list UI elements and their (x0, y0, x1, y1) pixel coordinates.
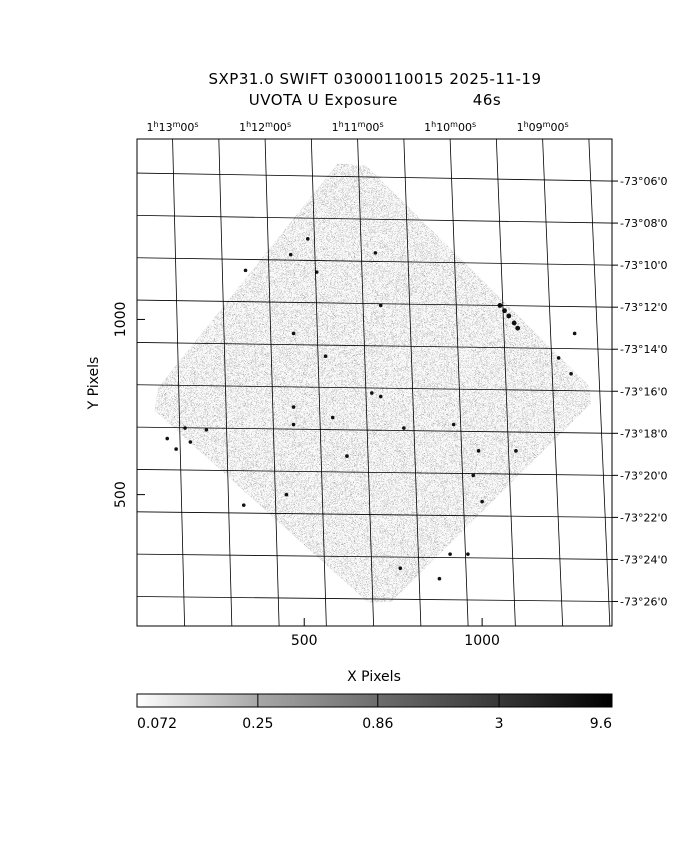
source-marker (330, 415, 335, 420)
ra-grid-line (264, 139, 280, 626)
dec-label: -73°22'0 (620, 511, 668, 524)
source-marker (345, 454, 349, 458)
source-marker (165, 436, 170, 441)
colorbar-tick-label: 0.86 (362, 716, 393, 732)
source-marker (448, 552, 452, 556)
ra-label: 1h09m00s (517, 120, 569, 135)
source-marker (323, 354, 328, 359)
source-marker (204, 427, 209, 432)
y-tick-label: 500 (113, 481, 129, 508)
source-marker (480, 499, 484, 504)
dec-label: -73°18'0 (620, 427, 668, 440)
dec-label: -73°10'0 (620, 259, 668, 272)
dec-label: -73°20'0 (620, 469, 668, 482)
source-marker (174, 447, 178, 451)
source-marker (291, 422, 296, 427)
ra-grid-line (495, 139, 516, 626)
ra-grid-line (310, 139, 327, 626)
source-marker (451, 422, 456, 427)
x-tick-label: 1000 (464, 633, 500, 649)
colorbar-gradient (136, 693, 613, 708)
source-marker (572, 331, 577, 336)
exposure-footprint (154, 163, 591, 603)
dec-label: -73°08'0 (620, 217, 668, 230)
colorbar-tick-label: 0.072 (137, 716, 177, 732)
chart-title: SXP31.0 SWIFT 03000110015 2025-11-19 (208, 70, 542, 88)
dec-label: -73°16'0 (620, 385, 668, 398)
source-marker (305, 237, 310, 241)
source-marker (466, 552, 470, 556)
y-axis-label: Y Pixels (86, 357, 102, 411)
ra-label: 1h11m00s (332, 120, 384, 135)
x-axis-label: X Pixels (347, 669, 401, 685)
dec-grid-line (137, 553, 612, 560)
exposure-value: 46s (472, 91, 502, 109)
colorbar-tick-label: 3 (495, 716, 504, 732)
plot-frame (136, 138, 613, 627)
dec-label: -73°12'0 (620, 301, 668, 314)
ra-label: 1h13m00s (147, 120, 199, 135)
dec-label: -73°24'0 (620, 553, 668, 566)
ra-label: 1h12m00s (239, 120, 291, 135)
dec-grid-line (137, 342, 612, 350)
source-marker (515, 325, 521, 331)
source-marker (569, 371, 573, 376)
source-marker (284, 492, 289, 497)
source-marker (188, 440, 193, 444)
source-marker (514, 449, 518, 453)
source-marker (291, 331, 296, 336)
dec-grid-line (137, 426, 612, 434)
footprint-noise (154, 163, 591, 603)
dec-grid-line (137, 511, 612, 518)
source-marker (471, 473, 476, 478)
dec-grid-line (137, 469, 612, 476)
ra-grid-line (357, 139, 374, 626)
source-marker (378, 303, 383, 308)
ra-grid-line (218, 139, 233, 626)
axes: 500 1000 500 1000 1h13m00s 1h12m00s 1h11m00s 1h… (113, 120, 668, 650)
source-marker (556, 356, 561, 360)
ra-grid-line (172, 139, 185, 626)
dec-label: -73°06'0 (620, 175, 668, 188)
subtitle-label: UVOTA U Exposure (248, 91, 398, 109)
ra-grid-line (403, 139, 422, 626)
dec-grid-line (137, 257, 612, 266)
source-marker (241, 503, 246, 507)
source-marker (437, 576, 442, 581)
source-marker (243, 268, 248, 273)
dec-grid-line (137, 172, 612, 182)
source-marker (288, 252, 293, 257)
y-tick-label: 1000 (113, 302, 129, 338)
dec-grid-line (137, 214, 612, 224)
chart-subtitle: UVOTA U Exposure 46s (35, 91, 680, 109)
source-markers (165, 237, 577, 581)
source-marker (370, 391, 374, 395)
source-marker (398, 566, 403, 570)
colorbar-tick-label: 0.25 (242, 716, 273, 732)
source-marker (378, 394, 383, 399)
dec-label: -73°26'0 (620, 595, 668, 608)
ra-label: 1h10m00s (424, 120, 476, 135)
colorbar: 0.072 0.25 0.86 3 9.6 (136, 693, 613, 732)
dec-grid-line (137, 299, 612, 308)
dec-grid-line (137, 384, 612, 392)
coordinate-grid (137, 139, 612, 626)
source-marker (506, 313, 512, 319)
source-marker (291, 405, 296, 409)
ra-grid-line (542, 139, 564, 626)
ra-grid-line (588, 139, 611, 626)
dec-label: -73°14'0 (620, 343, 668, 356)
colorbar-tick-label: 9.6 (590, 716, 612, 732)
source-marker (402, 426, 406, 430)
source-marker (476, 449, 481, 453)
source-marker (373, 251, 378, 255)
x-tick-label: 500 (291, 633, 318, 649)
colorbar-ticks: 0.072 0.25 0.86 3 9.6 (136, 694, 613, 732)
dec-grid-line (137, 596, 612, 602)
source-marker (511, 320, 517, 326)
